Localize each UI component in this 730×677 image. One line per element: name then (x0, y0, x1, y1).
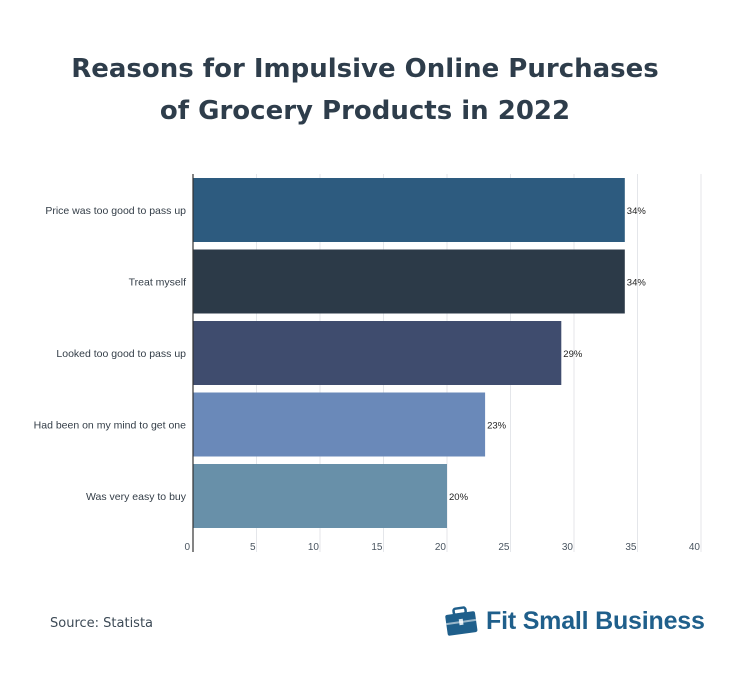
bar (193, 178, 625, 242)
bar (193, 321, 562, 385)
x-tick-label: 10 (308, 542, 320, 553)
x-tick-label: 40 (689, 542, 701, 553)
source-note: Source: Statista (50, 616, 154, 631)
brand-name: Fit Small Business (486, 606, 705, 635)
x-tick-label: 20 (435, 542, 447, 553)
category-label: Price was too good to pass up (45, 205, 186, 217)
value-label: 20% (449, 492, 469, 503)
bar (193, 464, 447, 528)
category-label: Treat myself (129, 277, 186, 289)
briefcase-icon (445, 606, 478, 636)
category-label: Had been on my mind to get one (34, 420, 187, 432)
chart-title-line-1: Reasons for Impulsive Online Purchases (71, 54, 659, 84)
x-tick-label: 30 (562, 542, 574, 553)
x-tick-label: 5 (250, 542, 256, 553)
x-tick-label: 35 (625, 542, 637, 553)
value-label: 34% (627, 278, 647, 289)
bar (193, 249, 625, 314)
category-label: Looked too good to pass up (56, 348, 186, 360)
category-label: Was very easy to buy (86, 491, 187, 503)
x-tick-label: 25 (498, 542, 510, 553)
value-label: 29% (563, 349, 583, 360)
x-tick-label: 0 (184, 542, 190, 553)
x-tick-label: 15 (371, 542, 383, 553)
value-label: 34% (627, 206, 647, 217)
brand-logo: Fit Small Business (444, 606, 705, 636)
bar-chart: Price was too good to pass up 34% Treat my… (34, 174, 702, 553)
chart-title-line-2: of Grocery Products in 2022 (159, 96, 571, 126)
chart-title: Reasons for Impulsive Online Purchases o… (0, 48, 730, 132)
value-label: 23% (487, 421, 507, 432)
bar (193, 392, 486, 457)
